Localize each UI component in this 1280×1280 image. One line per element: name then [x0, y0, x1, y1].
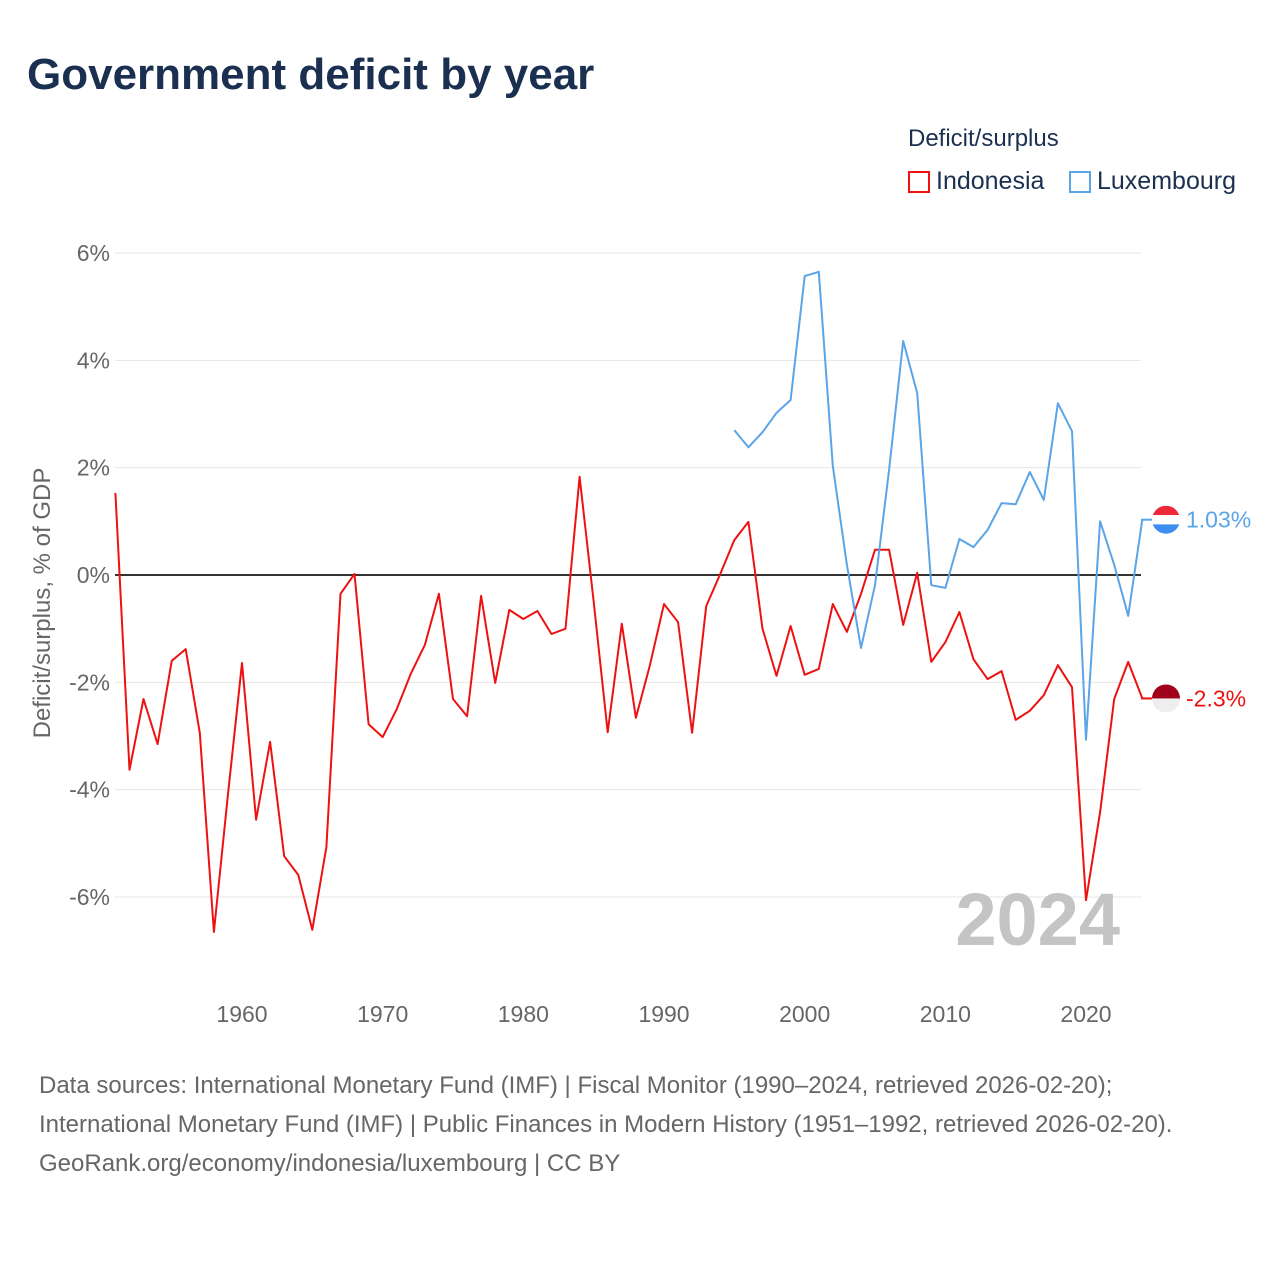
- luxembourg-end-label: 1.03%: [1186, 507, 1251, 533]
- y-tick-label: 2%: [77, 455, 110, 481]
- y-axis-label: Deficit/surplus, % of GDP: [29, 468, 56, 739]
- y-tick-label: 0%: [77, 562, 110, 588]
- y-tick-label: -6%: [69, 884, 110, 910]
- attribution-link[interactable]: GeoRank.org/economy/indonesia/luxembourg…: [39, 1150, 621, 1177]
- x-tick-label: 1970: [357, 1001, 408, 1027]
- line-chart: 6% 4% 2% 0% -2% -4% -6% 1960 1970 1980 1990 2000 201…: [29, 240, 1251, 1027]
- x-tick-label: 1990: [638, 1001, 689, 1027]
- x-tick-label: 1960: [216, 1001, 267, 1027]
- legend-label: Indonesia: [936, 167, 1045, 195]
- sources: Data sources: International Monetary Fun…: [39, 1066, 1239, 1183]
- legend-item-luxembourg[interactable]: Luxembourg: [1069, 167, 1236, 196]
- x-tick-label: 2000: [779, 1001, 830, 1027]
- x-tick-label: 2010: [920, 1001, 971, 1027]
- y-tick-label: -2%: [69, 669, 110, 695]
- chart-title: Government deficit by year: [27, 50, 595, 99]
- legend-title: Deficit/surplus: [908, 125, 1059, 152]
- data-sources-text: Data sources: International Monetary Fun…: [39, 1072, 1173, 1138]
- indonesia-flag-icon: [1152, 684, 1180, 713]
- indonesia-end-label: -2.3%: [1186, 685, 1246, 711]
- series-line-indonesia: [114, 475, 1144, 933]
- watermark-year: 2024: [955, 878, 1120, 961]
- luxembourg-flag-icon: [1152, 505, 1180, 534]
- series-line-luxembourg: [733, 270, 1144, 741]
- x-tick-label: 2020: [1060, 1001, 1111, 1027]
- x-tick-label: 1980: [498, 1001, 549, 1027]
- legend-swatch-luxembourg: [1069, 170, 1091, 193]
- y-tick-label: 4%: [77, 347, 110, 373]
- legend-label: Luxembourg: [1097, 167, 1236, 195]
- y-tick-label: -4%: [69, 777, 110, 803]
- y-tick-label: 6%: [77, 240, 110, 266]
- legend-swatch-indonesia: [908, 170, 930, 193]
- legend-item-indonesia[interactable]: Indonesia: [908, 167, 1044, 196]
